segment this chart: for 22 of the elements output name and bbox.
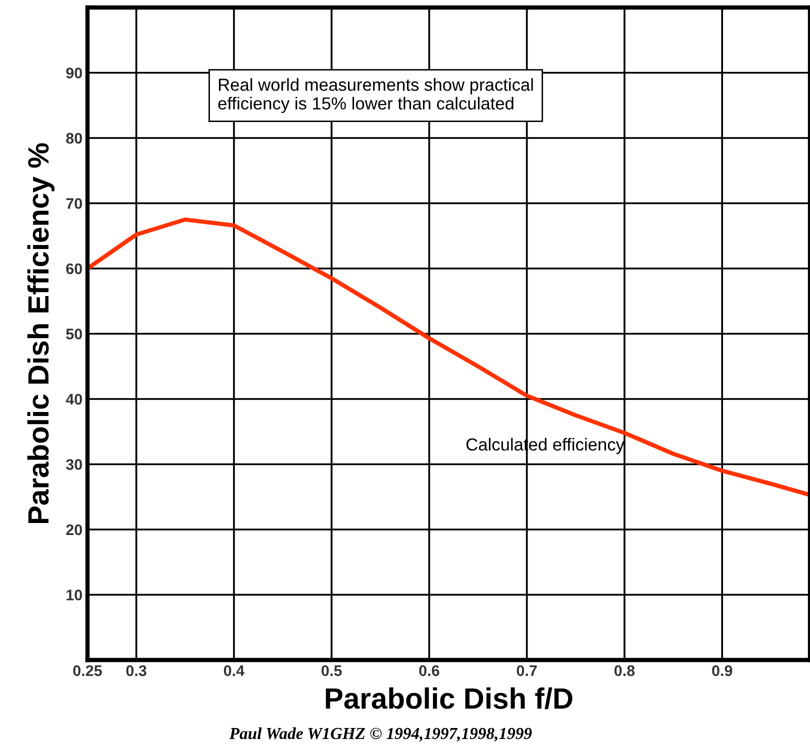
text: Paul Wade W1GHZ © 1994,1997,1998,1999 (229, 727, 532, 742)
x-axis-title: Parabolic Dish f/D (326, 687, 572, 710)
annotation: Real world measurements show practical efficiency is 15% lower than calculated (218, 78, 533, 114)
x-tick-label: 0.3 (126, 665, 146, 676)
y-tick-label: 50 (66, 328, 82, 340)
x-tick-label: 0.8 (614, 665, 635, 676)
y-tick-label: 60 (66, 263, 82, 274)
x-tick-label: 0.7 (516, 665, 537, 676)
y-tick-label: 80 (66, 132, 82, 144)
line-series (87, 217, 810, 497)
y-tick-label: 10 (66, 590, 82, 600)
y-tick-label: 40 (66, 394, 82, 405)
y-tick-label: 30 (66, 459, 82, 470)
x-tick-label: 0.4 (224, 665, 244, 676)
x-tick-label: 0.9 (712, 665, 732, 676)
y-tick-label: 20 (66, 524, 82, 536)
y-tick-label: 70 (66, 198, 82, 209)
x-tick-label: 0.25 (73, 665, 102, 676)
y-axis-title: Parabolic Dish Efficiency % (27, 143, 55, 524)
y-tick-label: 90 (66, 68, 82, 78)
x-tick-label: 0.5 (322, 665, 342, 676)
x-tick-label: 0.6 (419, 665, 440, 676)
